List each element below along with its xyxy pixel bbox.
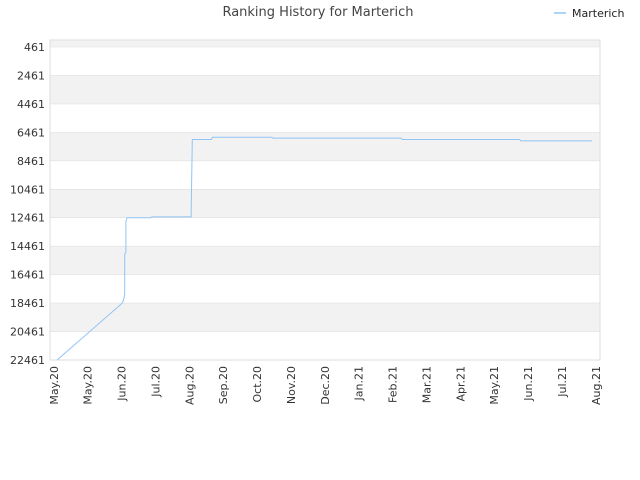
y-tick-label: 4461	[17, 98, 45, 111]
series-line-marterich	[56, 136, 592, 361]
grid-band	[50, 303, 600, 332]
y-tick-label: 18461	[10, 297, 45, 310]
y-tick-label: 20461	[10, 326, 45, 339]
y-tick-label: 22461	[10, 354, 45, 367]
y-tick-label: 6461	[17, 126, 45, 139]
grid-band	[50, 132, 600, 161]
y-tick-label: 14461	[10, 240, 45, 253]
x-tick-label: Sep.20	[217, 366, 230, 404]
grid-band	[50, 189, 600, 218]
x-tick-label: Mar.21	[420, 366, 433, 403]
plot-area	[49, 39, 601, 361]
y-tick-label: 8461	[17, 155, 45, 168]
x-tick-label: Nov.20	[285, 366, 298, 404]
grid-band	[50, 246, 600, 275]
x-tick-label: Jan.21	[353, 366, 366, 401]
y-tick-label: 16461	[10, 269, 45, 282]
x-tick-label: Jun.20	[116, 366, 129, 402]
chart-title: Ranking History for Marterich	[222, 5, 413, 20]
legend-label-marterich: Marterich	[572, 7, 624, 20]
grid-band	[50, 40, 600, 47]
x-tick-label: Jun.21	[522, 366, 535, 402]
x-axis-ticks: May.20 May.20 Jun.20 Jul.20 Aug.20 Sep.20 Oct.…	[48, 366, 603, 405]
x-tick-label: Feb.21	[387, 366, 400, 403]
x-tick-label: Aug.21	[590, 366, 603, 405]
x-tick-label: Apr.21	[454, 366, 467, 402]
x-tick-label: Jul.20	[149, 366, 162, 398]
y-tick-label: 2461	[17, 69, 45, 82]
y-tick-label: 12461	[10, 212, 45, 225]
x-tick-label: May.21	[488, 366, 501, 405]
x-tick-label: May.20	[82, 366, 95, 405]
y-tick-label: 461	[24, 41, 45, 54]
grid-bands	[50, 40, 600, 361]
y-axis-ticks: 461 2461 4461 6461 8461 10461 12461 14461 16461 1…	[10, 41, 45, 367]
x-tick-label: Oct.20	[251, 366, 264, 403]
x-tick-label: Aug.20	[183, 366, 196, 405]
x-tick-label: Dec.20	[319, 366, 332, 405]
x-tick-label: May.20	[48, 366, 61, 405]
y-tick-label: 10461	[10, 183, 45, 196]
x-tick-label: Jul.21	[556, 366, 569, 398]
legend: Marterich	[554, 7, 624, 20]
grid-band	[50, 75, 600, 104]
